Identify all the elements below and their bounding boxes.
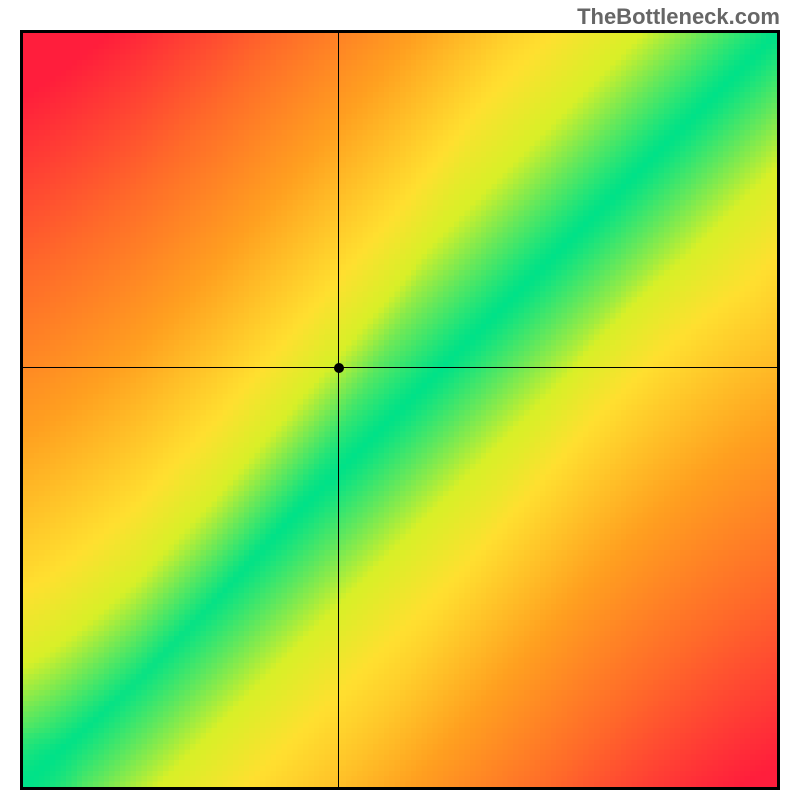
crosshair-horizontal [23,367,777,368]
crosshair-marker[interactable] [334,363,344,373]
watermark-text: TheBottleneck.com [577,4,780,30]
crosshair-vertical [338,33,339,787]
heatmap-canvas [23,33,777,787]
heatmap-plot [20,30,780,790]
